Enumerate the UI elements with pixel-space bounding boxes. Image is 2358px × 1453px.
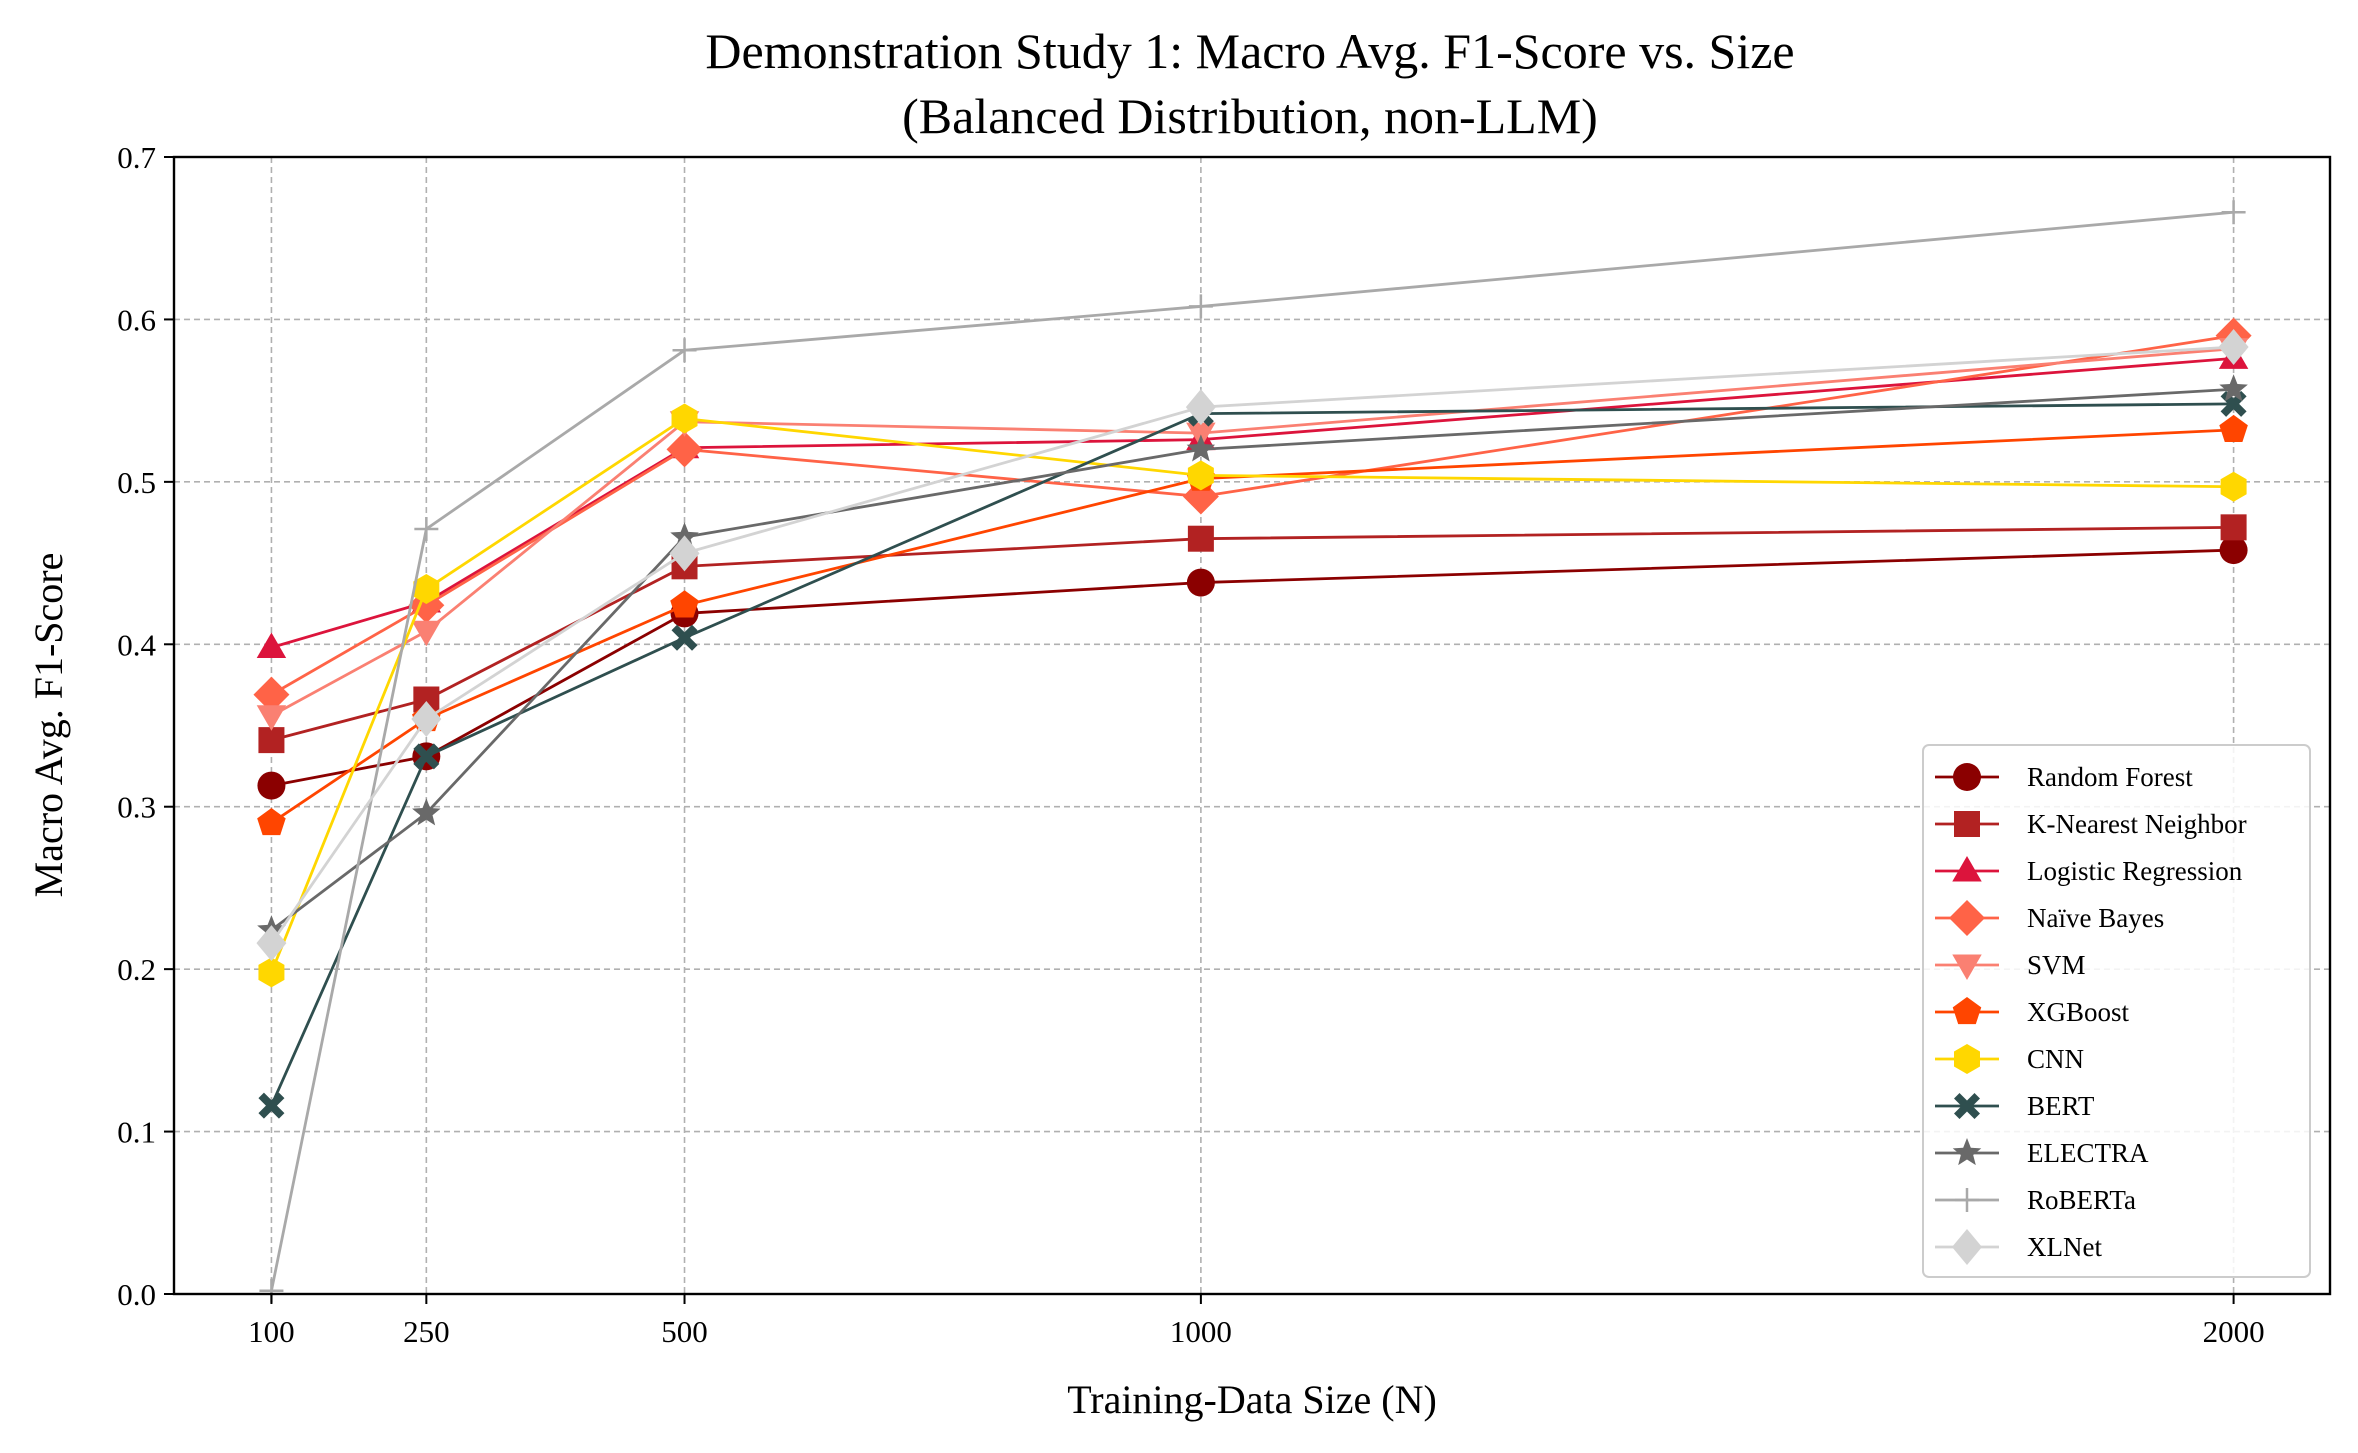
x-tick-label: 1000 <box>1170 1314 1232 1349</box>
chart-subtitle: (Balanced Distribution, non-LLM) <box>902 88 1598 144</box>
data-point-roberta <box>2221 200 2246 225</box>
legend-marker-roberta <box>1955 1188 1979 1212</box>
plot-area-frame <box>172 155 2332 1296</box>
x-axis-label: Training-Data Size (N) <box>1067 1377 1437 1422</box>
data-point-bert <box>413 743 440 770</box>
data-point-na-ve-bayes <box>253 676 290 713</box>
legend-item-xgboost: XGBoost <box>1935 997 2130 1027</box>
x-tick-label: 250 <box>403 1314 450 1349</box>
series-layer <box>253 200 2252 1303</box>
y-tick-label: 0.2 <box>117 952 156 987</box>
data-point-k-nearest-neighbor <box>1187 525 1214 552</box>
y-tick-label: 0.6 <box>117 302 156 337</box>
data-point-xlnet <box>1185 389 1216 426</box>
legend-marker-xlnet <box>1952 1229 1982 1265</box>
legend-marker-electra <box>1952 1138 1982 1166</box>
legend-marker-svm <box>1952 954 1982 980</box>
legend-box <box>1922 744 2311 1278</box>
axis-ticks: 0.0 0.1 0.2 0.3 0.4 0.5 0.6 0.7 100 250 500 1000 200… <box>117 140 2264 1349</box>
data-point-cnn <box>671 403 698 434</box>
data-point-xgboost <box>670 590 699 618</box>
series-roberta <box>259 200 2246 1303</box>
data-point-roberta <box>672 338 697 363</box>
data-point-cnn <box>258 957 285 988</box>
legend-item-cnn: CNN <box>1935 1044 2084 1074</box>
data-point-k-nearest-neighbor <box>2220 514 2247 541</box>
data-point-bert <box>671 624 698 651</box>
data-point-electra <box>2219 374 2248 402</box>
data-point-xlnet <box>256 925 287 962</box>
data-point-na-ve-bayes <box>666 431 703 468</box>
legend-label-k-nearest-neighbor: K-Nearest Neighbor <box>2027 809 2247 839</box>
legend-item-bert: BERT <box>1935 1091 2095 1121</box>
legend-label-svm: SVM <box>2027 950 2086 980</box>
data-point-xlnet <box>2218 329 2249 366</box>
data-point-k-nearest-neighbor <box>258 727 285 754</box>
data-point-cnn <box>413 574 440 605</box>
legend-marker-logistic-regression <box>1952 856 1982 882</box>
data-point-logistic-regression <box>256 632 287 659</box>
data-point-random-forest <box>1186 568 1215 597</box>
data-point-xgboost <box>2219 414 2248 443</box>
y-tick-label: 0.5 <box>117 465 156 500</box>
legend-marker-bert <box>1954 1093 1980 1119</box>
legend-item-logistic-regression: Logistic Regression <box>1935 856 2243 886</box>
legend-label-xgboost: XGBoost <box>2027 997 2130 1027</box>
y-axis-label: Macro Avg. F1-Score <box>26 553 71 898</box>
legend-label-na-ve-bayes: Naïve Bayes <box>2027 903 2164 933</box>
legend-label-cnn: CNN <box>2027 1044 2084 1074</box>
legend-item-k-nearest-neighbor: K-Nearest Neighbor <box>1935 809 2247 839</box>
series-line-logistic-regression <box>271 357 2234 649</box>
series-cnn <box>258 403 2247 988</box>
x-tick-label: 100 <box>248 1314 295 1349</box>
legend-label-electra: ELECTRA <box>2027 1138 2149 1168</box>
data-point-roberta <box>414 516 439 541</box>
x-tick-label: 2000 <box>2203 1314 2265 1349</box>
series-na-ve-bayes <box>253 317 2252 713</box>
data-point-svm <box>411 620 442 647</box>
y-tick-label: 0.7 <box>117 140 156 175</box>
data-point-roberta <box>1188 294 1213 319</box>
data-point-xlnet <box>669 535 700 572</box>
series-xlnet <box>256 329 2249 962</box>
y-tick-label: 0.4 <box>117 627 156 662</box>
y-tick-label: 0.1 <box>117 1115 156 1150</box>
legend-item-electra: ELECTRA <box>1935 1138 2149 1168</box>
data-point-svm <box>256 705 287 731</box>
legend-label-random-forest: Random Forest <box>2027 762 2193 792</box>
legend-item-xlnet: XLNet <box>1935 1229 2102 1265</box>
legend-marker-na-ve-bayes <box>1949 900 1985 936</box>
legend-marker-cnn <box>1954 1044 1980 1074</box>
series-logistic-regression <box>256 343 2249 659</box>
data-point-cnn <box>2220 471 2247 502</box>
legend-marker-random-forest <box>1953 763 1981 791</box>
data-point-cnn <box>1187 460 1214 491</box>
data-point-xlnet <box>411 701 442 738</box>
y-tick-label: 0.0 <box>117 1277 156 1312</box>
chart-title: Demonstration Study 1: Macro Avg. F1-Sco… <box>705 23 1794 79</box>
legend-marker-xgboost <box>1952 997 1982 1025</box>
series-svm <box>256 338 2249 731</box>
data-point-random-forest <box>257 771 286 800</box>
data-point-bert <box>258 1092 285 1119</box>
legend-label-roberta: RoBERTa <box>2027 1185 2136 1215</box>
data-point-random-forest <box>2219 536 2248 565</box>
data-point-electra <box>412 798 441 826</box>
legend-item-roberta: RoBERTa <box>1935 1185 2136 1215</box>
data-point-electra <box>1186 434 1216 462</box>
legend-item-na-ve-bayes: Naïve Bayes <box>1935 900 2164 936</box>
legend-label-xlnet: XLNet <box>2027 1232 2102 1262</box>
y-tick-label: 0.3 <box>117 790 156 825</box>
legend-label-bert: BERT <box>2027 1091 2095 1121</box>
legend-item-random-forest: Random Forest <box>1935 762 2193 792</box>
legend: Random Forest K-Nearest Neighbor Logistic … <box>1922 744 2311 1278</box>
series-line-na-ve-bayes <box>270 334 2234 696</box>
legend-label-logistic-regression: Logistic Regression <box>2027 856 2243 886</box>
data-point-xgboost <box>257 807 286 836</box>
legend-marker-k-nearest-neighbor <box>1954 811 1980 837</box>
x-tick-label: 500 <box>661 1314 708 1349</box>
legend-item-svm: SVM <box>1935 950 2086 980</box>
